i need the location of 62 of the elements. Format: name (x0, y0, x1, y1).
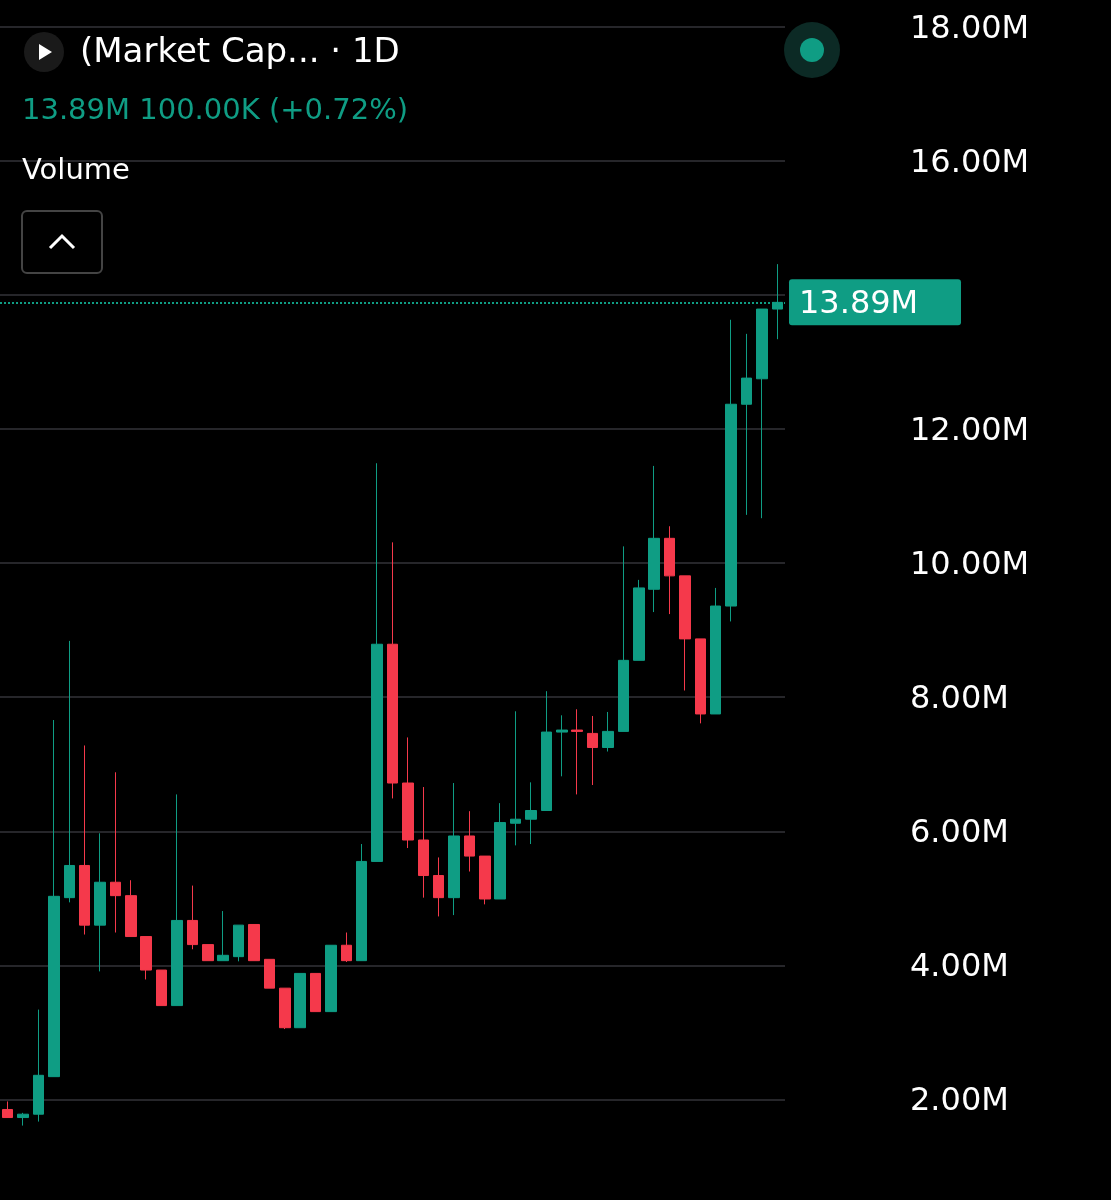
candlestick (418, 786, 429, 899)
candlestick (402, 736, 414, 849)
candlestick (187, 885, 198, 950)
y-tick-label: 2.00M (910, 1080, 1009, 1119)
candlestick (756, 308, 768, 519)
candlestick (541, 690, 552, 811)
candlestick (648, 465, 660, 613)
text: 13.89M 100.00K (+0.72%) (22, 92, 409, 126)
y-tick-label: 12.00M (910, 410, 1030, 449)
y-tick-label: 4.00M (910, 946, 1009, 985)
candlestick (464, 810, 475, 873)
candlestick (64, 640, 75, 903)
candlestick (479, 855, 491, 905)
candlestick (17, 1112, 29, 1127)
candlestick (248, 923, 260, 962)
candlestick (387, 541, 398, 799)
candlestick (448, 782, 460, 916)
candlestick (171, 793, 183, 1007)
candlestick (202, 944, 214, 962)
candlestick (94, 832, 106, 972)
candlestick (233, 924, 244, 962)
candlestick (710, 587, 721, 715)
candlestick (433, 856, 444, 917)
y-tick-label: 16.00M (910, 141, 1030, 180)
candlestick (279, 987, 291, 1030)
y-tick-label: 18.00M (910, 7, 1030, 46)
candlestick (2, 1100, 13, 1119)
candlestick (156, 969, 167, 1007)
candlestick (33, 1009, 44, 1123)
y-tick-label: 6.00M (910, 812, 1009, 851)
candlestick (510, 710, 521, 846)
candlestick (341, 932, 352, 963)
candlestick (371, 462, 383, 862)
annotation: Volume (22, 152, 130, 186)
candlestick (79, 744, 90, 936)
candlestick (525, 781, 537, 845)
candlestick (618, 545, 629, 732)
candlestick (571, 708, 583, 795)
candlestick (556, 714, 568, 777)
candlestick (695, 638, 706, 724)
candlestick (587, 715, 598, 786)
candlestick (48, 719, 60, 1078)
candlestick (264, 958, 275, 989)
candlestick (140, 936, 152, 980)
candlestick (679, 575, 691, 691)
y-tick-label: 8.00M (910, 678, 1009, 717)
candlestick (725, 319, 737, 622)
candlestick (110, 771, 121, 934)
candlestick (494, 802, 506, 900)
candlestick (125, 879, 137, 938)
candlestick (325, 944, 337, 1013)
candlestick (741, 333, 752, 516)
candlestick (310, 972, 321, 1013)
ref-line-label: 13.89M (799, 283, 919, 322)
candlestick (356, 843, 367, 962)
candlestick (294, 972, 306, 1029)
candlestick (664, 525, 675, 615)
candlestick (633, 579, 645, 661)
y-tick-label: 10.00M (910, 544, 1030, 583)
text: (Market Cap... · 1D (80, 30, 400, 70)
candlestick (217, 910, 229, 962)
candlestick (602, 711, 614, 753)
